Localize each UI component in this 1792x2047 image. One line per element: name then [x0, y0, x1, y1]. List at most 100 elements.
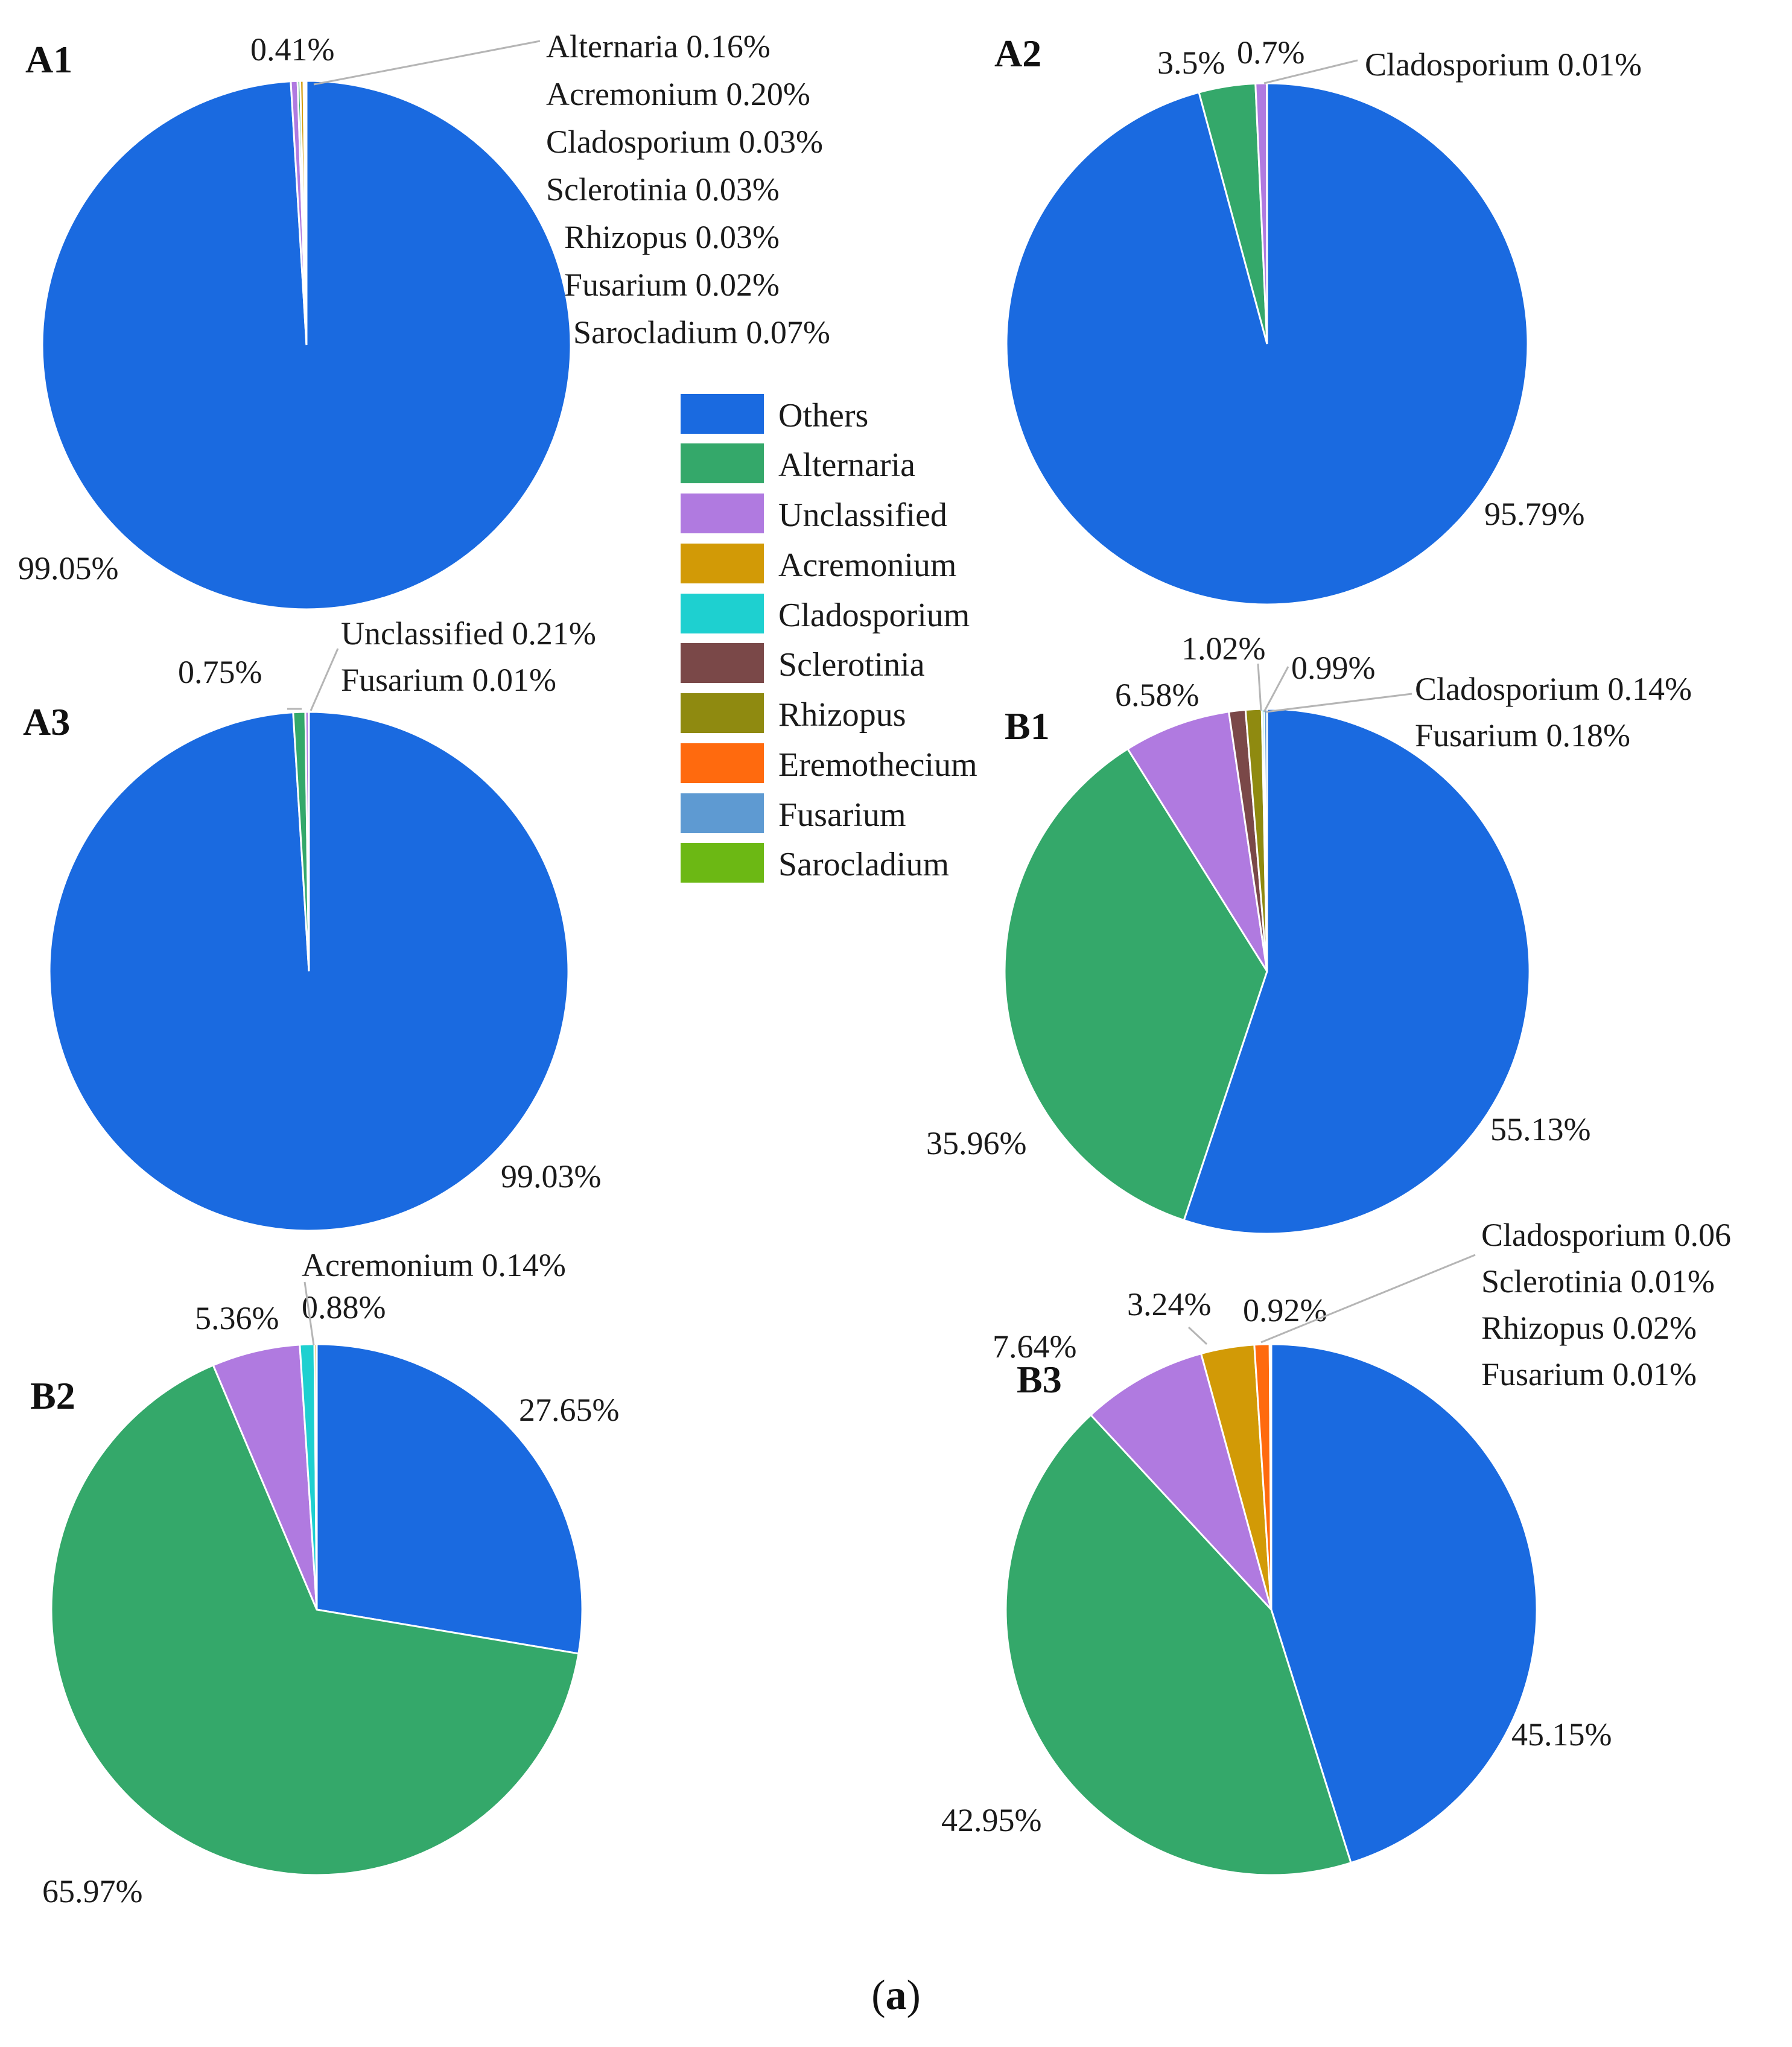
leader-line [303, 1281, 315, 1346]
legend-label-rhizopus: Rhizopus [778, 696, 906, 734]
pie-percent-label: 0.41% [250, 31, 334, 68]
pie-slice-others [1270, 1343, 1538, 1864]
pie-percent-label: 45.15% [1511, 1716, 1612, 1753]
annotation-text: Sclerotinia 0.01% [1481, 1263, 1715, 1300]
legend-label-eremothecium: Eremothecium [778, 746, 977, 784]
pie-b3: 45.15% 42.95% 7.64% 3.24% 0.92% [941, 1254, 1612, 1876]
legend-swatch-sclerotinia [681, 643, 764, 683]
legend: Others Alternaria Unclassified Acremoniu… [681, 394, 977, 883]
pie-percent-label: 65.97% [42, 1873, 142, 1909]
annotation-text: Cladosporium 0.14% [1415, 671, 1692, 707]
pie-percent-label: 0.92% [1243, 1292, 1327, 1328]
figure-caption: (a) [871, 1972, 921, 2019]
leader-line [313, 40, 541, 86]
pie-slice-alternaria [50, 1363, 580, 1876]
annotation-text: Cladosporium 0.03% [546, 124, 823, 160]
leader-line [1260, 1254, 1476, 1344]
leader-line [1257, 663, 1262, 711]
annotation-text: Unclassified 0.21% [341, 615, 596, 652]
pie-percent-label: 0.99% [1291, 650, 1375, 686]
legend-swatch-acremonium [681, 544, 764, 583]
legend-swatch-rhizopus [681, 693, 764, 733]
pie-a2: 95.79% 3.5% 0.7% [1005, 34, 1584, 606]
pie-slice-unclassified [212, 1344, 318, 1610]
annotation-text: Fusarium 0.01% [341, 662, 556, 698]
annotation-text: Fusarium 0.01% [1481, 1356, 1697, 1392]
b1-annotations: Cladosporium 0.14% Fusarium 0.18% [1415, 671, 1692, 754]
pie-percent-label: 35.96% [926, 1125, 1026, 1161]
b2-annotations: Acremonium 0.14% [302, 1247, 566, 1283]
annotation-text: Cladosporium 0.06 [1481, 1217, 1731, 1253]
annotation-text: Rhizopus 0.02% [1481, 1310, 1697, 1346]
pie-b1: 55.13% 35.96% 6.58% 1.02% 0.99% [926, 630, 1590, 1235]
pie-percent-label: 55.13% [1490, 1111, 1590, 1147]
pie-slice-unclassified [1126, 710, 1268, 972]
leader-line [1263, 666, 1289, 712]
pie-slice-unclassified [1089, 1352, 1273, 1611]
legend-label-unclassified: Unclassified [778, 497, 947, 534]
pie-percent-label: 7.64% [993, 1328, 1076, 1365]
legend-swatch-eremothecium [681, 743, 764, 783]
leader-line [1187, 1326, 1208, 1345]
pie-a1: 99.05% 0.41% [18, 31, 572, 611]
caption-open: ( [871, 1972, 885, 2019]
caption-close: ) [907, 1972, 921, 2019]
pie-slice-alternaria [1005, 1414, 1352, 1876]
pie-b2: 27.65% 65.97% 5.36% 0.88% [42, 1281, 619, 1909]
pie-percent-label: 0.7% [1237, 34, 1304, 71]
pie-a3: 99.03% 0.75% [48, 648, 601, 1232]
legend-label-alternaria: Alternaria [778, 446, 915, 484]
legend-swatch-others [681, 394, 764, 434]
pie-percent-label: 95.79% [1484, 496, 1584, 532]
legend-label-sclerotinia: Sclerotinia [778, 646, 925, 684]
a3-annotations: Unclassified 0.21% Fusarium 0.01% [341, 615, 596, 698]
panel-label-b2: B2 [30, 1374, 75, 1417]
caption-letter: a [886, 1972, 907, 2019]
annotation-text: Sclerotinia 0.03% [546, 171, 780, 208]
pie-slice-others [316, 1343, 583, 1655]
legend-swatch-cladosporium [681, 594, 764, 633]
annotation-text: Alternaria 0.16% [546, 28, 770, 65]
pie-percent-label: 5.36% [195, 1300, 279, 1336]
legend-swatch-fusarium [681, 793, 764, 833]
legend-swatch-alternaria [681, 443, 764, 483]
legend-label-others: Others [778, 397, 868, 434]
panel-label-a2: A2 [994, 32, 1041, 75]
annotation-text: Acremonium 0.14% [302, 1247, 566, 1283]
pie-percent-label: 42.95% [941, 1802, 1041, 1838]
legend-swatch-sarocladium [681, 843, 764, 883]
pie-percent-label: 6.58% [1115, 677, 1199, 713]
pie-slice-sarocladium [304, 80, 308, 346]
legend-label-sarocladium: Sarocladium [778, 846, 949, 883]
annotation-text: Cladosporium 0.01% [1365, 46, 1642, 83]
annotation-text: Sarocladium 0.07% [573, 314, 830, 351]
legend-swatch-unclassified [681, 494, 764, 533]
b3-annotations: Cladosporium 0.06 Sclerotinia 0.01% Rhiz… [1481, 1217, 1731, 1392]
leader-line [1265, 693, 1412, 713]
pie-percent-label: 99.05% [18, 550, 118, 586]
panel-label-b1: B1 [1005, 705, 1050, 747]
pie-percent-label: 27.65% [519, 1392, 619, 1428]
panel-label-a1: A1 [25, 38, 72, 81]
pie-percent-label: 3.5% [1157, 45, 1225, 81]
legend-label-cladosporium: Cladosporium [778, 597, 970, 634]
pie-percent-label: 1.02% [1181, 630, 1265, 667]
pie-percent-label: 99.03% [501, 1158, 601, 1195]
legend-label-acremonium: Acremonium [778, 547, 956, 584]
annotation-text: Rhizopus 0.03% [564, 219, 780, 255]
a2-annotations: Cladosporium 0.01% [1365, 46, 1642, 83]
annotation-text: Fusarium 0.18% [1415, 717, 1630, 754]
legend-label-fusarium: Fusarium [778, 796, 906, 834]
leader-line [1263, 59, 1358, 84]
panel-label-b3: B3 [1017, 1358, 1062, 1401]
pie-percent-label: 0.75% [178, 654, 262, 690]
leader-line [310, 648, 339, 711]
pie-slice-others [1183, 708, 1531, 1235]
a1-annotations: Alternaria 0.16% Acremonium 0.20% Clados… [546, 28, 830, 351]
annotation-text: Fusarium 0.02% [564, 267, 780, 303]
pie-percent-label: 0.88% [302, 1289, 386, 1325]
pie-percent-label: 3.24% [1127, 1286, 1211, 1322]
panel-label-a3: A3 [23, 700, 70, 743]
annotation-text: Acremonium 0.20% [546, 76, 810, 112]
